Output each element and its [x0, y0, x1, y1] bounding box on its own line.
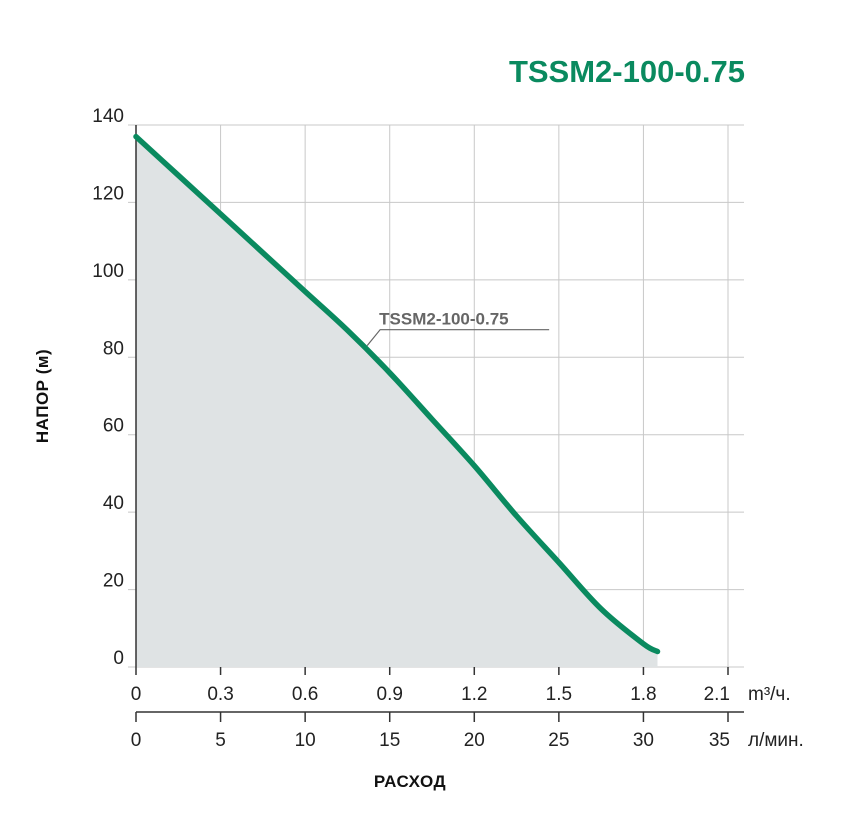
- x-tick-label-m3h: 0.3: [207, 684, 233, 705]
- x-tick-label-lmin: 30: [633, 730, 654, 751]
- x-tick-label-m3h: 1.8: [630, 684, 656, 705]
- x-tick-label-m3h: 2.1: [704, 684, 730, 705]
- x-tick-label-lmin: 25: [548, 730, 569, 751]
- x-tick-label-lmin: 20: [464, 730, 485, 751]
- x-tick-label-lmin: 35: [709, 730, 730, 751]
- x-tick-label-m3h: 1.2: [461, 684, 487, 705]
- x-tick-label-lmin: 15: [379, 730, 400, 751]
- x-tick-label-lmin: 5: [215, 730, 226, 751]
- annotation-label: TSSM2-100-0.75: [379, 310, 508, 329]
- x-unit-m3h: m³/ч.: [748, 684, 791, 705]
- x-tick-label-m3h: 0: [131, 684, 142, 705]
- x-axis-label: РАСХОД: [374, 772, 446, 791]
- x-tick-label-m3h: 1.5: [546, 684, 572, 705]
- y-tick-label: 40: [103, 493, 124, 514]
- series-line: [133, 133, 661, 655]
- y-tick-label: 100: [92, 261, 124, 282]
- x-unit-lmin: л/мин.: [748, 730, 804, 751]
- y-axis-label: НАПОР (м): [33, 349, 52, 443]
- annotation: TSSM2-100-0.75: [366, 310, 550, 347]
- x-tick-label-lmin: 0: [131, 730, 142, 751]
- chart-title: TSSM2-100-0.75: [509, 54, 745, 89]
- y-tick-label: 80: [103, 338, 124, 359]
- y-tick-label: 120: [92, 183, 124, 204]
- axes: 020406080100120140000.350.6100.9151.2201…: [92, 106, 804, 751]
- y-tick-label: 140: [92, 106, 124, 127]
- y-tick-label: 60: [103, 416, 124, 437]
- y-tick-label: 0: [113, 648, 124, 669]
- x-tick-label-lmin: 10: [295, 730, 316, 751]
- annotation-leader: [366, 329, 550, 347]
- area-fill: [136, 136, 658, 668]
- x-tick-label-m3h: 0.9: [377, 684, 403, 705]
- y-tick-label: 20: [103, 571, 124, 592]
- x-tick-label-m3h: 0.6: [292, 684, 318, 705]
